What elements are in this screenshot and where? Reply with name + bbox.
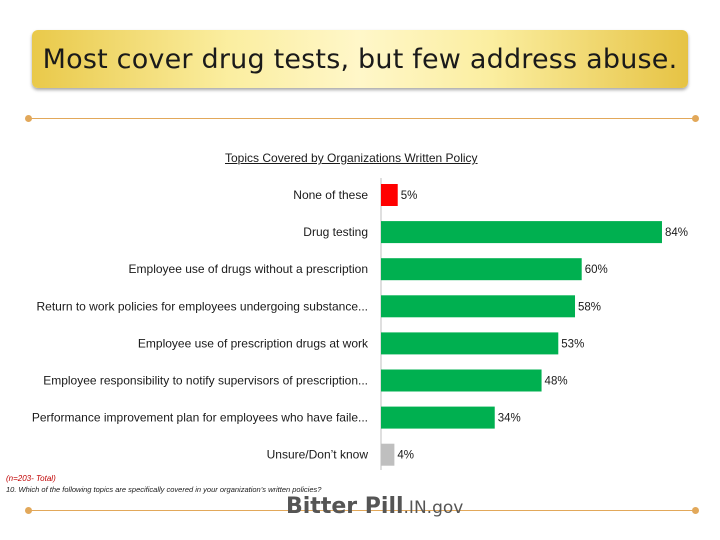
page-title: Most cover drug tests, but few address a… xyxy=(42,43,678,75)
category-label: Employee use of prescription drugs at wo… xyxy=(138,336,369,350)
data-label: 34% xyxy=(498,413,521,425)
divider-dot xyxy=(25,507,32,514)
category-label: Return to work policies for employees un… xyxy=(36,299,368,313)
title-banner: Most cover drug tests, but few address a… xyxy=(32,30,688,88)
bar xyxy=(381,443,395,466)
bitterpill-logo: Bitter Pill.IN.gov xyxy=(286,494,464,519)
chart-title: Topics Covered by Organizations Written … xyxy=(225,151,478,165)
data-label: 5% xyxy=(401,190,418,202)
bar xyxy=(381,221,662,244)
bar xyxy=(381,258,582,281)
footnote-sample-size: (n=203- Total) xyxy=(6,474,56,483)
category-label: Drug testing xyxy=(303,225,368,239)
category-label: None of these xyxy=(293,188,368,202)
bar xyxy=(381,184,398,206)
footnote-question: 10. Which of the following topics are sp… xyxy=(6,485,322,494)
bar xyxy=(381,406,495,429)
data-label: 48% xyxy=(545,376,568,388)
bottom-divider xyxy=(25,507,699,514)
divider-dot xyxy=(25,115,32,122)
category-label: Employee use of drugs without a prescrip… xyxy=(129,262,368,276)
data-label: 58% xyxy=(578,301,601,313)
category-label: Performance improvement plan for employe… xyxy=(32,411,368,425)
divider-dot xyxy=(692,115,699,122)
data-label: 84% xyxy=(665,227,688,239)
divider-dot xyxy=(692,507,699,514)
bar xyxy=(381,369,542,392)
top-divider xyxy=(25,115,699,122)
category-label: Employee responsibility to notify superv… xyxy=(43,374,368,388)
bar xyxy=(381,295,576,318)
data-label: 53% xyxy=(561,338,584,350)
data-label: 4% xyxy=(397,450,414,462)
data-label: 60% xyxy=(585,264,608,276)
category-label: Unsure/Don’t know xyxy=(267,448,369,462)
bar xyxy=(381,332,559,355)
